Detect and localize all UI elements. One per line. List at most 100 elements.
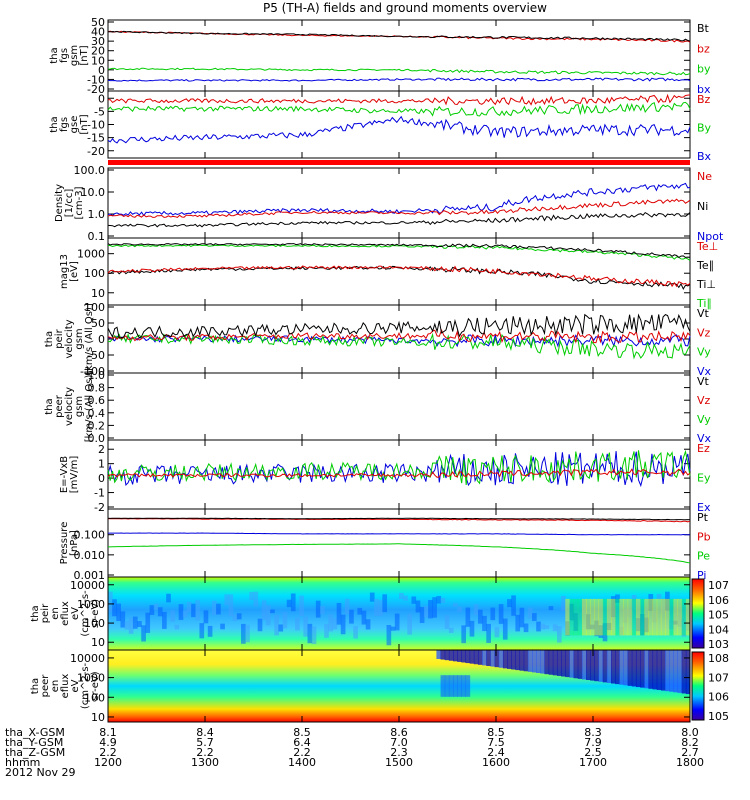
spectrogram-streak xyxy=(428,599,433,619)
y-axis-label: peer xyxy=(54,394,65,418)
spectrogram-streak xyxy=(278,624,284,632)
series-fgs-gse-Bz xyxy=(107,93,691,106)
spectrogram-streak xyxy=(623,650,629,686)
spectrogram-streak xyxy=(486,623,491,643)
y-axis-label: gse xyxy=(69,116,80,134)
y-axis-label: eflux xyxy=(60,601,71,626)
spectrogram-streak xyxy=(473,650,479,665)
panel-peir-eflux: 10000 1000 100 10 tha peir en eflux eV (cm^2-s-sr… xyxy=(30,576,729,651)
y-tick-label: -100 xyxy=(80,365,105,378)
y-tick-label: 1.0 xyxy=(88,208,106,221)
spectrogram-streak xyxy=(394,613,400,631)
ephemeris-value: 2.2 xyxy=(196,746,214,759)
ephemeris-value: 8.5 xyxy=(487,726,505,739)
spectrogram-streak xyxy=(681,650,687,694)
y-axis-label: fgs xyxy=(59,117,70,132)
spectrogram-streak xyxy=(598,625,604,638)
spectrogram-streak xyxy=(565,621,570,636)
y-tick-label: -2 xyxy=(94,501,105,514)
spectrogram-streak xyxy=(627,598,633,636)
spectrogram-streak xyxy=(590,624,595,630)
spectrogram-streak xyxy=(606,598,612,636)
y-tick-label: 0.2 xyxy=(88,419,106,432)
spectrogram-streak xyxy=(635,598,641,636)
spectrogram-streak xyxy=(581,598,587,636)
spectrogram-streak xyxy=(369,592,375,602)
spectrogram-streak xyxy=(415,600,421,613)
spectrogram-streak xyxy=(665,650,670,692)
ephemeris-value: 7.5 xyxy=(487,736,505,749)
y-tick-label: 10 xyxy=(91,636,105,649)
spectrogram-streak xyxy=(332,618,338,630)
y-axis-label: [1/cc] xyxy=(64,189,75,218)
spectrogram-streak xyxy=(436,650,442,659)
spectrogram-streak xyxy=(519,650,525,671)
spectrogram-streak xyxy=(611,650,616,684)
y-tick-label: -20 xyxy=(87,83,105,96)
series-peir-vel-Vy xyxy=(107,332,691,360)
spectrogram-streak xyxy=(457,606,462,613)
y-tick-label: 50 xyxy=(91,317,105,330)
spectrogram-streak xyxy=(224,594,230,606)
y-tick-label: 0.001 xyxy=(74,569,106,582)
spectrogram-streak xyxy=(635,650,641,688)
y-axis-label: peir xyxy=(54,328,65,348)
y-tick-label: 0.100 xyxy=(74,529,106,542)
spectrogram-streak xyxy=(299,595,304,617)
series-fgs-gse-Bx xyxy=(107,115,691,144)
spectrogram-streak xyxy=(361,610,367,625)
spectrogram-streak xyxy=(153,603,159,611)
spectrogram-streak xyxy=(477,609,483,624)
spectrogram-streak xyxy=(511,595,516,616)
spectrogram-streak xyxy=(627,650,633,686)
legend-Bt: Bt xyxy=(697,22,710,35)
legend-Ni: Ni xyxy=(697,200,708,213)
spectrogram-streak xyxy=(656,650,662,690)
series-temp-Te∥ xyxy=(107,265,691,290)
y-tick-label: 10000 xyxy=(70,579,105,592)
spectrogram-streak xyxy=(669,619,674,630)
spectrogram-streak xyxy=(507,599,512,608)
spectrogram-streak xyxy=(170,610,176,622)
spectrogram-streak xyxy=(656,598,662,636)
spectrogram-streak xyxy=(166,593,171,603)
y-tick-label: 100.0 xyxy=(74,164,106,177)
y-axis-label: tha xyxy=(44,331,55,347)
spectrogram-streak xyxy=(448,627,454,633)
spectrogram-streak xyxy=(349,609,354,624)
spectrogram-streak xyxy=(619,650,624,685)
spectrogram-streak xyxy=(315,600,321,618)
y-axis-label: [nT] xyxy=(79,114,90,134)
spectrogram-streak xyxy=(220,623,225,630)
y-axis-label: gsm xyxy=(74,396,85,417)
spectrogram-streak xyxy=(573,598,579,636)
spectrogram-streak xyxy=(399,592,404,600)
spectrogram-streak xyxy=(320,606,325,615)
series-pressure-Pt xyxy=(107,517,691,521)
series-peir-vel-Vz xyxy=(107,328,691,344)
spectrogram-streak xyxy=(374,599,379,616)
spectrogram-streak xyxy=(186,601,192,613)
y-tick-label: 10 xyxy=(91,287,105,300)
y-axis-label: en xyxy=(50,607,61,620)
ephemeris-value: 8.0 xyxy=(681,726,699,739)
y-axis-label: peer xyxy=(40,674,51,698)
spectrogram-streak xyxy=(490,650,496,667)
series-pressure-Pb xyxy=(107,518,691,523)
spectrogram-streak xyxy=(635,618,641,632)
spectrogram-streak xyxy=(465,607,471,627)
spectrogram-streak xyxy=(681,598,687,636)
ephemeris-label: 2012 Nov 29 xyxy=(5,766,75,779)
spectrogram-streak xyxy=(453,650,458,662)
y-tick-label: -10 xyxy=(87,73,105,86)
spectrogram-streak xyxy=(552,624,558,632)
legend-bx: bx xyxy=(697,83,711,96)
spectrogram-streak xyxy=(303,616,309,637)
spectrogram-streak xyxy=(652,598,658,636)
legend-Vy: Vy xyxy=(697,413,711,426)
spectrogram-streak xyxy=(270,609,275,614)
spectrogram-streak xyxy=(586,598,591,636)
spectrogram-streak xyxy=(602,598,608,636)
y-tick-label: 0 xyxy=(98,333,105,346)
spectrogram-streak xyxy=(477,650,483,665)
